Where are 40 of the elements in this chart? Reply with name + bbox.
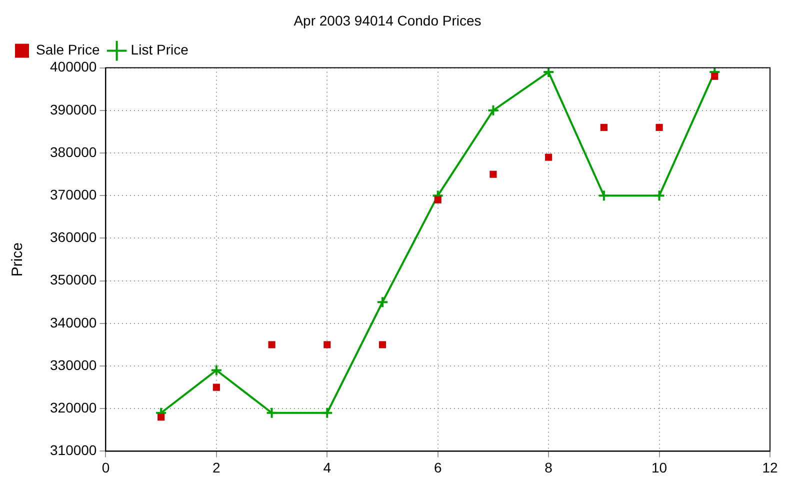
point — [656, 124, 663, 131]
y-axis-title: Price — [9, 242, 26, 277]
y-tick-label: 330000 — [50, 356, 97, 373]
x-tick-label: 6 — [434, 459, 442, 476]
chart-title: Apr 2003 94014 Condo Prices — [294, 12, 482, 28]
point — [212, 384, 220, 391]
point — [653, 190, 666, 202]
x-tick-label: 10 — [651, 459, 668, 476]
point — [321, 406, 334, 419]
point — [542, 68, 555, 78]
y-tick-label: 340000 — [50, 314, 97, 330]
legend-label: List Price — [130, 42, 189, 58]
point — [434, 196, 442, 204]
y-tick-label: 370000 — [50, 186, 97, 202]
point — [376, 296, 388, 308]
x-tick-label: 8 — [544, 459, 553, 476]
y-tick-label: 390000 — [50, 101, 97, 118]
point — [598, 190, 610, 202]
point — [210, 364, 222, 376]
point — [545, 154, 552, 161]
y-tick-label: 400000 — [50, 58, 97, 75]
y-tick-label: 350000 — [50, 272, 97, 288]
y-tick-label: 310000 — [50, 442, 97, 458]
x-tick-label: 0 — [102, 459, 110, 476]
point — [158, 414, 165, 421]
x-tick-label: 12 — [762, 459, 778, 476]
y-tick-label: 360000 — [50, 229, 97, 246]
x-tick-label: 2 — [212, 459, 221, 476]
point — [324, 341, 331, 348]
legend-label: Sale Price — [36, 42, 100, 58]
point — [711, 72, 718, 80]
y-tick-label: 320000 — [50, 399, 97, 416]
point — [268, 341, 276, 348]
x-tick-label: 4 — [323, 459, 332, 476]
point — [487, 104, 500, 116]
point — [600, 124, 608, 131]
point — [490, 170, 497, 178]
y-tick-label: 380000 — [50, 144, 97, 160]
point — [266, 406, 278, 419]
point — [378, 341, 386, 348]
